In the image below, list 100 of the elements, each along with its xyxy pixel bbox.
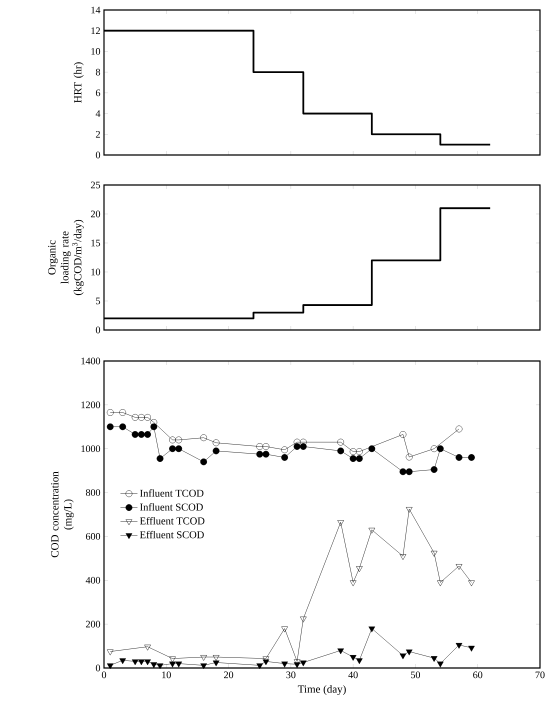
point	[119, 409, 126, 416]
point	[262, 659, 270, 666]
x-tick-label: 60	[473, 672, 482, 678]
point	[468, 646, 475, 652]
point	[350, 580, 356, 586]
point	[406, 650, 412, 656]
point	[138, 659, 145, 666]
point	[437, 662, 444, 668]
point	[406, 507, 412, 513]
point	[356, 658, 363, 664]
point	[138, 414, 145, 421]
y-tick-label: 600	[86, 533, 100, 540]
point	[262, 450, 270, 458]
point	[350, 455, 357, 462]
point	[200, 434, 208, 442]
y-axis-title: COD concentration (mg/L)	[51, 471, 74, 558]
x-tick-label: 0	[102, 672, 106, 678]
y-tick-label: 0	[96, 326, 100, 334]
point	[337, 648, 344, 654]
x-tick-label: 20	[224, 672, 234, 678]
y-tick-label: 10	[91, 48, 100, 55]
point	[281, 626, 288, 632]
x-tick-label: 30	[286, 672, 296, 678]
point	[175, 662, 182, 668]
point	[356, 455, 363, 462]
point	[150, 662, 158, 668]
point	[468, 580, 475, 586]
y-tick-label: 800	[86, 489, 100, 496]
point	[212, 655, 220, 661]
point	[212, 448, 220, 454]
point	[212, 439, 220, 446]
point	[156, 663, 164, 670]
point	[456, 564, 462, 570]
y-tick-label: 25	[90, 182, 100, 188]
point	[156, 455, 164, 462]
point	[262, 443, 270, 450]
point	[430, 445, 438, 452]
point	[400, 554, 406, 560]
point	[456, 454, 462, 461]
x-tick-label: 40	[348, 672, 358, 678]
point	[437, 580, 444, 586]
point	[368, 528, 376, 534]
point	[436, 445, 444, 452]
y-axis-title: HRT (hr)	[74, 62, 84, 103]
point	[175, 436, 182, 444]
point	[200, 663, 207, 670]
point	[337, 448, 344, 454]
x-axis-title: Time (day)	[298, 685, 346, 696]
point	[337, 520, 344, 526]
point	[132, 431, 139, 438]
point	[294, 662, 300, 668]
point	[430, 550, 438, 557]
x-tick-label: 50	[411, 672, 420, 678]
point	[456, 642, 462, 649]
point	[138, 431, 145, 438]
y-tick-label: 400	[86, 576, 100, 584]
point	[337, 438, 344, 446]
y-tick-label: 6	[96, 90, 100, 96]
y-tick-label: 10	[91, 268, 100, 276]
y-tick-label: 200	[86, 620, 100, 628]
y-tick-label: 8	[96, 68, 100, 76]
y-tick-label: 20	[90, 210, 100, 218]
y-tick-label: 15	[91, 240, 100, 246]
point	[106, 423, 114, 430]
point	[400, 653, 406, 660]
point	[106, 650, 114, 656]
point	[175, 445, 182, 452]
point	[169, 436, 176, 444]
point	[406, 454, 413, 460]
point	[430, 656, 438, 662]
y-tick-label: 0	[96, 664, 100, 672]
point	[256, 450, 264, 458]
y-tick-label: 14	[91, 6, 100, 14]
point	[200, 655, 207, 661]
x-tick-label: 10	[162, 672, 171, 678]
y-tick-label: 12	[91, 27, 100, 34]
legend-label: Influent TCOD	[140, 489, 204, 497]
point	[256, 663, 264, 670]
point	[144, 644, 151, 651]
x-tick-label: 70	[536, 672, 545, 678]
point	[400, 431, 406, 438]
point	[400, 468, 406, 476]
point	[106, 663, 114, 670]
y-tick-label: 5	[96, 298, 100, 304]
y-tick-label: 0	[96, 152, 100, 158]
point	[150, 423, 158, 430]
point	[430, 466, 438, 473]
point	[169, 656, 176, 662]
point	[144, 659, 151, 666]
point	[119, 423, 126, 430]
point	[368, 626, 376, 632]
point	[281, 446, 288, 454]
point	[368, 445, 376, 452]
point	[169, 662, 176, 668]
point	[169, 445, 176, 452]
point	[256, 443, 264, 450]
point	[350, 655, 356, 661]
point	[200, 458, 208, 466]
legend-label: Effluent TCOD	[140, 516, 204, 524]
y-tick-label: 1000	[81, 445, 100, 452]
